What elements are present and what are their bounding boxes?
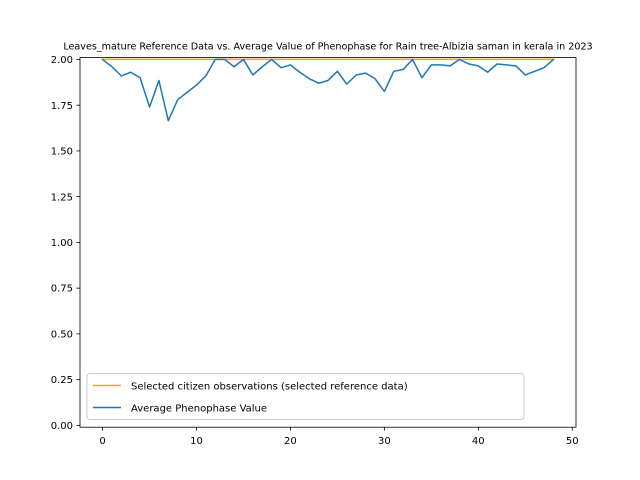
x-tick-label: 10 (190, 436, 203, 447)
x-tick-label: 50 (566, 436, 579, 447)
y-tick-label: 1.75 (51, 101, 73, 112)
y-axis: 0.00 0.25 0.50 0.75 1.00 1.25 1.50 1.75 2.00 (51, 55, 80, 432)
chart-title: Leaves_mature Reference Data vs. Average… (63, 42, 592, 53)
y-tick-label: 2.00 (51, 55, 73, 66)
y-tick-label: 1.25 (51, 192, 73, 203)
x-axis: 0 10 20 30 40 50 (99, 427, 579, 447)
legend-box (86, 373, 525, 420)
y-tick-label: 0.25 (51, 375, 73, 386)
legend-label: Selected citizen observations (selected … (131, 382, 408, 393)
x-tick-label: 30 (378, 436, 391, 447)
y-tick-label: 0.00 (51, 421, 73, 432)
y-tick-label: 1.00 (51, 238, 73, 249)
x-tick-label: 40 (472, 436, 485, 447)
y-tick-label: 0.50 (51, 329, 73, 340)
legend: Selected citizen observations (selected … (86, 373, 525, 420)
x-tick-label: 20 (284, 436, 297, 447)
y-tick-label: 1.50 (51, 147, 73, 158)
series-lines (79, 57, 577, 428)
plot-area (80, 57, 576, 428)
series-line-average (101, 58, 555, 122)
x-tick-label: 0 (99, 436, 105, 447)
legend-label: Average Phenophase Value (131, 404, 267, 415)
y-tick-label: 0.75 (51, 284, 73, 295)
axes-background (80, 57, 576, 428)
axes-frame (79, 57, 577, 428)
